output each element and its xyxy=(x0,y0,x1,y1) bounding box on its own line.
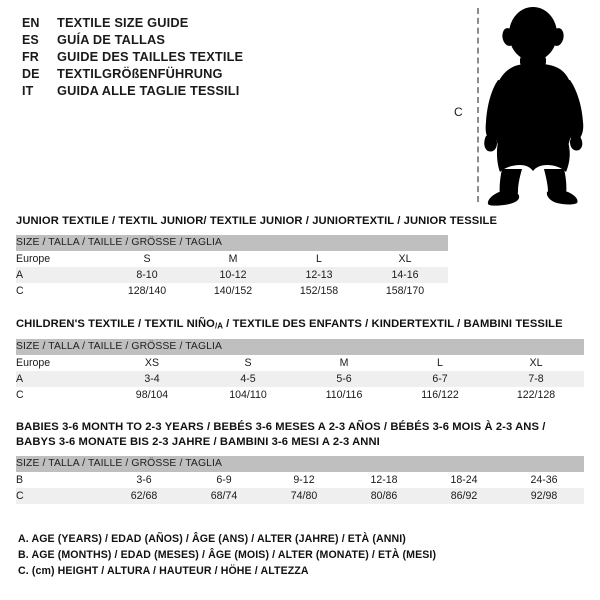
table-cell: S xyxy=(200,355,296,372)
section-title-babies-line1: BABIES 3-6 MONTH TO 2-3 YEARS / BEBÉS 3-… xyxy=(16,421,546,433)
table-row: A 8-10 10-12 12-13 14-16 xyxy=(16,267,449,283)
section-title-children-part2: / TEXTILE DES ENFANTS / KINDERTEXTIL / B… xyxy=(222,318,563,330)
section-title-children: CHILDREN'S TEXTILE / TEXTIL NIÑO/A / TEX… xyxy=(16,317,584,333)
size-band-label: SIZE / TALLA / TAILLE / GRÖSSE / TAGLIA xyxy=(16,456,585,472)
table-cell: 3-6 xyxy=(104,472,184,488)
table-cell: 152/158 xyxy=(276,283,362,299)
table-cell: L xyxy=(276,251,362,267)
table-cell: 9-12 xyxy=(264,472,344,488)
table-cell: 12-13 xyxy=(276,267,362,283)
section-title-children-part1: CHILDREN'S TEXTILE / TEXTIL NIÑO xyxy=(16,318,215,330)
table-cell: 128/140 xyxy=(104,283,190,299)
height-measure-label: C xyxy=(454,105,463,119)
table-row: Europe XS S M L XL xyxy=(16,355,585,372)
height-dashed-line xyxy=(477,8,479,202)
language-title-block: EN TEXTILE SIZE GUIDE ES GUÍA DE TALLAS … xyxy=(22,14,442,99)
table-cell: XS xyxy=(104,355,200,372)
table-row: C 62/68 68/74 74/80 80/86 86/92 92/98 xyxy=(16,488,585,504)
table-cell: 6-9 xyxy=(184,472,264,488)
table-cell: 8-10 xyxy=(104,267,190,283)
row-label: C xyxy=(16,387,104,404)
table-cell: S xyxy=(104,251,190,267)
language-row: ES GUÍA DE TALLAS xyxy=(22,31,442,48)
table-cell: XL xyxy=(362,251,449,267)
section-title-babies-line2: BABYS 3-6 MONATE BIS 2-3 JAHRE / BAMBINI… xyxy=(16,436,380,448)
table-row: B 3-6 6-9 9-12 12-18 18-24 24-36 xyxy=(16,472,585,488)
section-title-junior: JUNIOR TEXTILE / TEXTIL JUNIOR/ TEXTILE … xyxy=(16,215,498,227)
table-band-row: SIZE / TALLA / TAILLE / GRÖSSE / TAGLIA xyxy=(16,235,449,251)
row-label: A xyxy=(16,267,104,283)
table-cell: 68/74 xyxy=(184,488,264,504)
table-cell: 10-12 xyxy=(190,267,276,283)
row-label: C xyxy=(16,283,104,299)
guide-title: GUIDA ALLE TAGLIE TESSILI xyxy=(57,83,240,98)
table-cell: 80/86 xyxy=(344,488,424,504)
table-cell: 18-24 xyxy=(424,472,504,488)
table-cell: 5-6 xyxy=(296,371,392,388)
table-cell: 122/128 xyxy=(488,387,585,404)
table-cell: 98/104 xyxy=(104,387,200,404)
language-row: DE TEXTILGRÖßENFÜHRUNG xyxy=(22,65,442,82)
table-cell: 116/122 xyxy=(392,387,488,404)
table-cell: XL xyxy=(488,355,585,372)
footnote-a: A. AGE (YEARS) / EDAD (AÑOS) / ÂGE (ANS)… xyxy=(18,533,406,545)
table-band-row: SIZE / TALLA / TAILLE / GRÖSSE / TAGLIA xyxy=(16,456,585,472)
size-band-label: SIZE / TALLA / TAILLE / GRÖSSE / TAGLIA xyxy=(16,235,449,251)
table-row: C 128/140 140/152 152/158 158/170 xyxy=(16,283,449,299)
row-label: A xyxy=(16,371,104,388)
section-babies-textile: BABIES 3-6 MONTH TO 2-3 YEARS / BEBÉS 3-… xyxy=(16,420,585,504)
table-cell: 3-4 xyxy=(104,371,200,388)
table-cell: 86/92 xyxy=(424,488,504,504)
language-row: IT GUIDA ALLE TAGLIE TESSILI xyxy=(22,82,442,99)
table-cell: 110/116 xyxy=(296,387,392,404)
guide-title: TEXTILGRÖßENFÜHRUNG xyxy=(57,66,223,81)
row-label: B xyxy=(16,472,104,488)
section-childrens-textile: CHILDREN'S TEXTILE / TEXTIL NIÑO/A / TEX… xyxy=(16,317,585,404)
table-band-row: SIZE / TALLA / TAILLE / GRÖSSE / TAGLIA xyxy=(16,339,585,356)
row-label: Europe xyxy=(16,355,104,372)
table-cell: 7-8 xyxy=(488,371,585,388)
junior-size-table: SIZE / TALLA / TAILLE / GRÖSSE / TAGLIA … xyxy=(16,235,449,299)
row-label: Europe xyxy=(16,251,104,267)
table-row: C 98/104 104/110 110/116 116/122 122/128 xyxy=(16,387,585,404)
section-junior-textile: JUNIOR TEXTILE / TEXTIL JUNIOR/ TEXTILE … xyxy=(16,214,498,299)
height-figure: C xyxy=(440,0,600,212)
toddler-silhouette-icon xyxy=(484,7,584,206)
children-size-table: SIZE / TALLA / TAILLE / GRÖSSE / TAGLIA … xyxy=(16,339,585,404)
table-cell: 6-7 xyxy=(392,371,488,388)
table-cell: 4-5 xyxy=(200,371,296,388)
table-cell: 74/80 xyxy=(264,488,344,504)
table-cell: 62/68 xyxy=(104,488,184,504)
footnote-c: C. (cm) HEIGHT / ALTURA / HAUTEUR / HÖHE… xyxy=(18,565,309,577)
table-row: Europe S M L XL xyxy=(16,251,449,267)
table-cell: L xyxy=(392,355,488,372)
table-cell: 14-16 xyxy=(362,267,449,283)
language-row: FR GUIDE DES TAILLES TEXTILE xyxy=(22,48,442,65)
babies-size-table: SIZE / TALLA / TAILLE / GRÖSSE / TAGLIA … xyxy=(16,456,585,504)
guide-title: GUIDE DES TAILLES TEXTILE xyxy=(57,49,244,64)
table-cell: M xyxy=(190,251,276,267)
legend-footnotes: A. AGE (YEARS) / EDAD (AÑOS) / ÂGE (ANS)… xyxy=(18,531,578,579)
table-row: A 3-4 4-5 5-6 6-7 7-8 xyxy=(16,371,585,388)
size-band-label: SIZE / TALLA / TAILLE / GRÖSSE / TAGLIA xyxy=(16,339,585,356)
table-cell: 92/98 xyxy=(504,488,585,504)
language-code: IT xyxy=(22,84,34,98)
table-cell: 158/170 xyxy=(362,283,449,299)
section-title-children-subscript: /A xyxy=(214,321,223,331)
table-cell: 140/152 xyxy=(190,283,276,299)
guide-title: TEXTILE SIZE GUIDE xyxy=(57,15,189,30)
language-code: DE xyxy=(22,67,40,81)
language-row: EN TEXTILE SIZE GUIDE xyxy=(22,14,442,31)
language-code: EN xyxy=(22,16,40,30)
table-cell: 12-18 xyxy=(344,472,424,488)
language-code: FR xyxy=(22,50,39,64)
table-cell: 104/110 xyxy=(200,387,296,404)
language-code: ES xyxy=(22,33,39,47)
table-cell: 24-36 xyxy=(504,472,585,488)
footnote-b: B. AGE (MONTHS) / EDAD (MESES) / ÂGE (MO… xyxy=(18,549,437,561)
guide-title: GUÍA DE TALLAS xyxy=(57,32,166,47)
table-cell: M xyxy=(296,355,392,372)
row-label: C xyxy=(16,488,104,504)
